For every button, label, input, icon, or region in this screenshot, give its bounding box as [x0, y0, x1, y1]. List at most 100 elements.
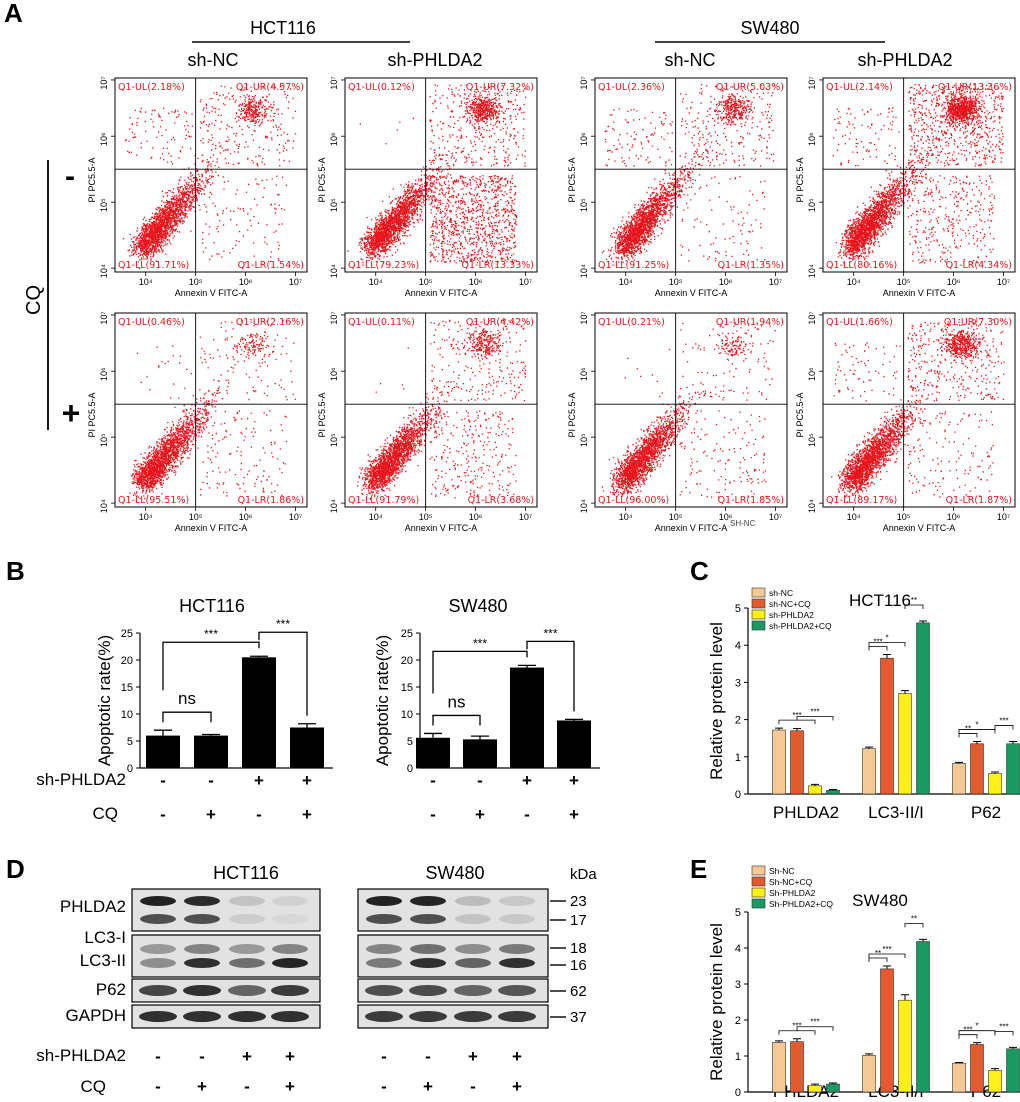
western-band [184, 914, 220, 924]
western-band [499, 944, 535, 954]
flow-y-tick-label: 10⁵ [579, 198, 589, 212]
apoptosis-chart: SW480 0 5 10 15 20 25 Apoptotic rate(%) ns *** ***… [373, 596, 600, 824]
flow-x-tick-label: 10⁶ [719, 512, 733, 522]
flow-scatter-points [129, 319, 296, 500]
apoptosis-error-bar [518, 664, 536, 668]
protein-bar [826, 1083, 840, 1093]
protein-legend-swatch [751, 887, 766, 898]
western-blot: HCT116 - - + + - + - + [131, 863, 321, 1096]
western-band [140, 944, 176, 954]
apoptosis-chart-title: SW480 [448, 596, 507, 616]
flow-scatter-points [601, 84, 776, 269]
flow-x-tick-label: 10⁵ [669, 277, 683, 287]
protein-error-bar [829, 1082, 837, 1085]
flow-quadrant-lr-label: Q1-LR(3.68%) [468, 495, 534, 506]
protein-legend-label: Sh-PHLDA2 [769, 888, 816, 898]
protein-sig-bracket [868, 642, 906, 647]
flow-y-tick-label: 10⁷ [99, 76, 109, 89]
protein-legend-label: sh-PHLDA2 [769, 610, 814, 620]
western-band [410, 896, 446, 906]
flow-x-axis-label: Annexin V FITC-A [883, 288, 956, 298]
protein-bar [808, 785, 822, 795]
flow-quadrant-ll-label: Q1-LL(80.16%) [826, 260, 897, 271]
flow-y-tick-label: 10⁴ [807, 499, 817, 513]
protein-legend-swatch [751, 876, 766, 887]
western-band [409, 1011, 447, 1022]
western-band [454, 1011, 492, 1022]
protein-y-tick-label: 4 [735, 640, 741, 652]
apoptosis-y-axis-label: Apoptotic rate(%) [373, 635, 392, 766]
protein-error-bar [793, 1038, 801, 1042]
western-strip [357, 978, 549, 1003]
apoptosis-sig-label: *** [543, 626, 557, 640]
flow-y-axis-label: PI PC5.5-A [567, 157, 577, 202]
western-blot: SW480 - - + + - + - + [357, 863, 549, 1096]
flow-y-tick-label: 10⁴ [329, 264, 339, 278]
protein-error-bar [991, 771, 999, 774]
protein-sig-bracket [868, 646, 888, 651]
flow-y-tick-label: 10⁵ [99, 198, 109, 212]
flow-x-tick-label: 10⁴ [847, 512, 861, 522]
protein-bar [808, 1085, 822, 1093]
protein-legend-label: Sh-PHLDA2+CQ [769, 899, 833, 909]
flow-y-tick-label: 10⁶ [329, 367, 339, 381]
flow-x-tick-label: 10⁷ [769, 512, 782, 522]
protein-category-label: LC3-II/I [868, 803, 924, 822]
protein-charts: HCT116 0 1 2 3 4 5 Relative protein level PHLDA2… [707, 587, 1020, 1101]
western-band [455, 914, 491, 924]
flow-x-tick-label: 10⁶ [239, 277, 253, 287]
protein-y-tick-label: 5 [735, 603, 741, 615]
protein-error-bar [793, 728, 801, 731]
western-band [184, 958, 220, 968]
protein-legend-swatch [751, 598, 766, 609]
apoptosis-sig-label: *** [204, 627, 218, 641]
apoptosis-y-tick-label: 5 [127, 736, 133, 748]
flow-x-axis-label: Annexin V FITC-A [175, 523, 248, 533]
protein-error-bar [901, 690, 909, 694]
western-strip [131, 934, 321, 978]
flow-group-hct-shphlda2: sh-PHLDA2 [387, 50, 482, 70]
protein-legend-label: sh-PHLDA2+CQ [769, 621, 832, 631]
western-sh-sign: + [468, 1047, 478, 1066]
apoptosis-sig-bracket [432, 650, 528, 694]
apoptosis-charts: HCT116 0 5 10 15 20 25 Apoptotic rate(%) ns *** **… [36, 596, 600, 824]
flow-x-tick-label: 10⁶ [239, 512, 253, 522]
flow-y-tick-label: 10⁷ [99, 311, 109, 324]
flow-scatter-points [832, 84, 1005, 265]
western-cq-sign: + [285, 1077, 295, 1096]
protein-legend-label: Sh-NC [769, 866, 795, 876]
protein-chart: SW480 0 1 2 3 4 5 Relative protein level PHLDA2 L… [707, 865, 1020, 1101]
protein-y-tick-label: 3 [735, 979, 741, 991]
apoptosis-bar [557, 720, 591, 768]
protein-chart-title: SW480 [852, 891, 908, 910]
apoptosis-cq-sign: + [569, 805, 579, 824]
protein-error-bar [865, 1053, 873, 1056]
flow-y-tick-label: 10⁴ [579, 264, 589, 278]
western-band [272, 958, 308, 968]
panel-label-a: A [4, 0, 23, 28]
protein-bar [826, 789, 840, 795]
protein-error-bar [865, 746, 873, 749]
western-sh-sign: - [199, 1047, 205, 1066]
protein-legend-label: sh-NC [769, 588, 793, 598]
protein-y-axis-label: Relative protein level [707, 923, 726, 1081]
protein-sig-bracket [958, 1034, 978, 1039]
apoptosis-bar [194, 735, 228, 768]
apoptosis-sig-bracket [162, 641, 260, 691]
apoptosis-cq-sign: - [430, 805, 436, 824]
flow-y-tick-label: 10⁴ [99, 264, 109, 278]
apoptosis-error-bar [424, 732, 442, 738]
protein-legend-swatch [751, 898, 766, 909]
flow-x-tick-label: 10⁷ [289, 277, 302, 287]
protein-y-tick-label: 0 [735, 789, 741, 801]
flow-y-tick-label: 10⁵ [329, 198, 339, 212]
western-band [140, 958, 176, 968]
flow-x-axis-label: Annexin V FITC-A [883, 523, 956, 533]
flow-group-sw-shnc: sh-NC [664, 50, 715, 70]
flow-x-tick-label: 10⁵ [189, 512, 203, 522]
western-cq-sign: - [244, 1077, 250, 1096]
western-band [272, 914, 308, 924]
flow-x-tick-label: 10⁴ [139, 277, 153, 287]
apoptosis-sh-sign: - [208, 771, 214, 790]
western-band [410, 944, 446, 954]
